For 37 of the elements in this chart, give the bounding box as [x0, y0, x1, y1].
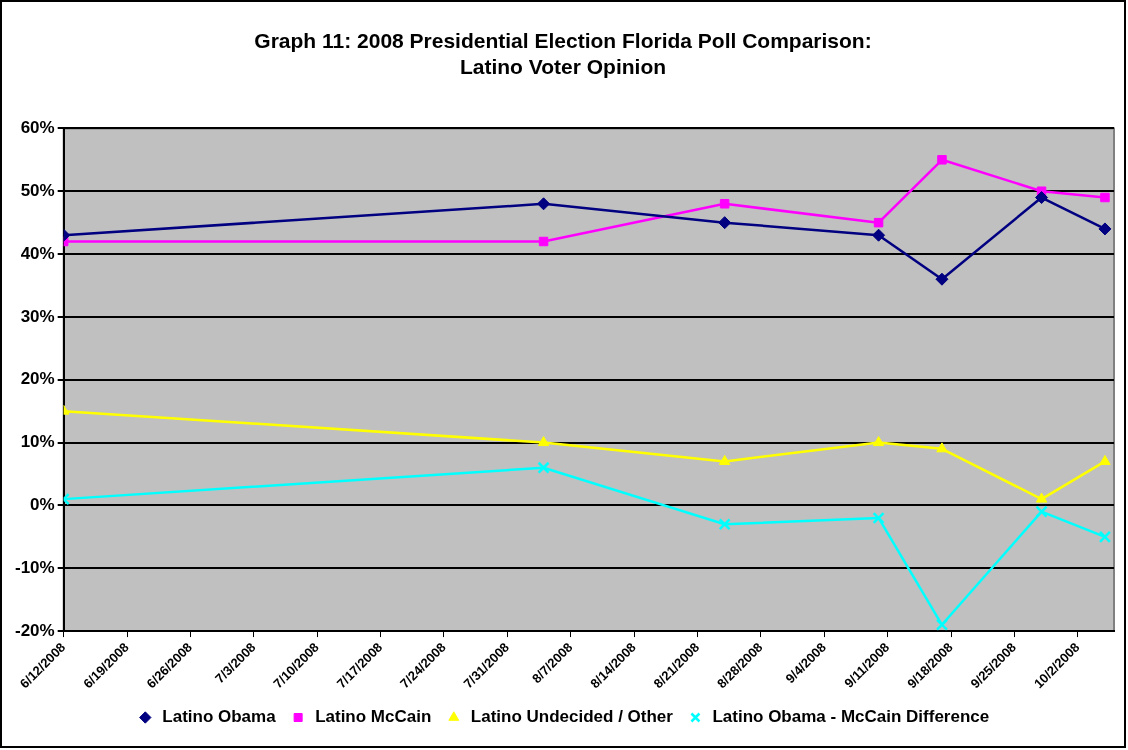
y-tick-label: 0% — [30, 495, 55, 515]
point — [718, 216, 732, 230]
point — [537, 197, 551, 211]
y-tick-label: 30% — [20, 306, 55, 326]
point — [1098, 222, 1112, 236]
point — [1035, 492, 1048, 503]
legend-label: Latino Obama - McCain Difference — [712, 707, 990, 727]
point — [935, 618, 949, 631]
y-tick-label: -20% — [15, 620, 55, 640]
point — [1100, 192, 1110, 203]
point — [1098, 530, 1112, 544]
chart-title: Graph 11: 2008 Presidential Election Florida Poll Comparison: Latino Voter Opinion — [254, 29, 872, 78]
point — [873, 217, 884, 228]
y-tick-label: 20% — [20, 369, 55, 389]
point — [538, 236, 549, 247]
point — [872, 511, 885, 525]
point — [937, 155, 947, 165]
y-tick-label: 60% — [20, 118, 55, 138]
point — [537, 436, 550, 447]
legend-label: Latino Obama — [162, 707, 277, 727]
y-tick-label: 10% — [20, 432, 55, 452]
legend-label: Latino Undecided / Other — [470, 707, 674, 727]
point — [1099, 454, 1111, 465]
point — [718, 454, 731, 465]
point — [718, 518, 731, 531]
point — [1035, 505, 1048, 518]
y-tick-label: -10% — [15, 557, 55, 577]
y-tick-label: 50% — [20, 180, 55, 200]
point — [537, 461, 550, 474]
point — [872, 228, 886, 242]
point — [719, 199, 730, 209]
point — [1035, 191, 1049, 205]
point — [872, 436, 885, 447]
point — [936, 442, 948, 453]
point — [935, 272, 949, 286]
y-tick-label: 40% — [20, 243, 55, 263]
legend-label: Latino McCain — [315, 707, 432, 727]
